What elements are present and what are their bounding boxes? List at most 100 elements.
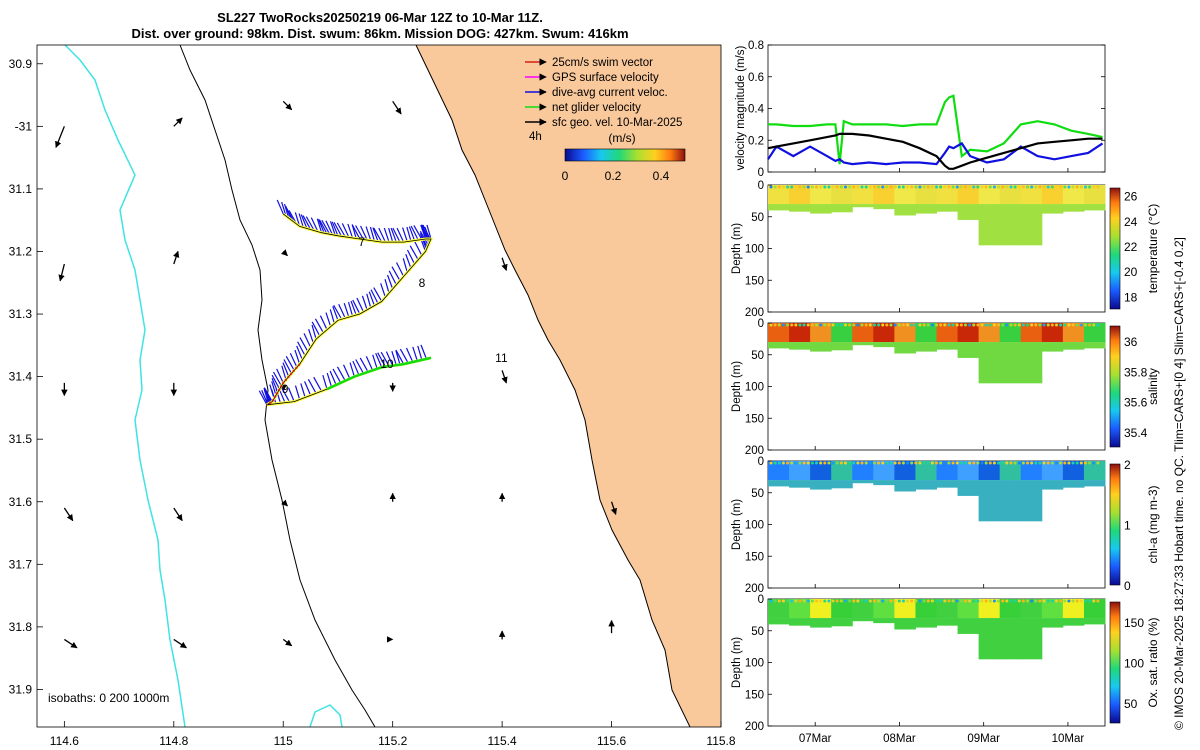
section-sample-dot [1046,461,1050,465]
current-vector [333,222,343,237]
section-sample-dot [786,185,790,189]
section-sample-dot [856,461,860,465]
section-colorbar [1109,325,1121,448]
section-cell-deep [789,204,811,212]
section-sample-dot [819,599,823,603]
current-vector [314,318,324,334]
legend-label: GPS surface velocity [552,72,659,84]
section-cell-deep [810,480,832,490]
geo-vector-arrow [501,370,508,384]
section-sample-dot [980,461,984,465]
section-sample-dot [1021,461,1025,465]
section-y-tick-label: 0 [758,180,764,192]
section-sample-dot [1005,599,1009,603]
section-sample-dot [881,185,885,189]
section-sample-dot [951,185,955,189]
section-sample-dot [885,461,889,465]
section-sample-dot [831,185,835,189]
section-cell-deep [852,204,874,208]
section-cell-deep [1020,480,1043,522]
section-sample-dot [1050,461,1054,465]
section-sample-dot [810,323,814,327]
section-sample-dot [951,461,955,465]
section-sample-dot [1088,599,1092,603]
section-sample-dot [910,599,914,603]
current-vector [372,227,379,242]
section-sample-dot [939,185,943,189]
section-cell-surface [936,323,959,343]
section-sample-dot [872,599,876,603]
section-sample-dot [980,599,984,603]
section-sample-dot [781,461,785,465]
section-sample-dot [1042,323,1046,327]
section-sample-dot [839,323,843,327]
section-sample-dot [773,185,777,189]
section-sample-dot [1092,323,1096,327]
current-vector [303,333,312,348]
section-cell-deep [873,204,895,210]
section-sample-dot [947,185,951,189]
section-cell-surface [831,323,853,343]
current-vector [405,253,412,269]
colorbar-tick-label: 0 [562,169,569,183]
section-sample-dot [1071,461,1075,465]
section-colorbar-tick-label: 150 [1124,616,1144,630]
section-cell-surface [768,599,790,619]
section-sample-dot [777,599,781,603]
section-sample-dot [1079,599,1083,603]
section-cell-deep [894,204,916,216]
section-cell-surface [999,599,1022,619]
current-vector [307,379,317,394]
interval-label: 4h [529,131,542,143]
section-colorbar-label: temperature (°C) [1146,204,1160,294]
current-vector [377,352,386,367]
current-vector [351,224,361,240]
section-cell-surface [1083,599,1106,619]
section-cell-deep [957,342,980,358]
velocity-ylabel: velocity magnitude (m/s) [735,46,747,171]
geo-vector-arrow [173,117,183,127]
current-vector [388,227,394,243]
section-cell-deep [978,618,1001,660]
section-sample-dot [843,461,847,465]
section-sample-dot [881,461,885,465]
section-sample-dot [955,185,959,189]
section-cell-surface [810,599,832,619]
section-sample-dot [972,185,976,189]
section-sample-dot [806,461,810,465]
current-vector [372,354,378,369]
current-vector [313,376,323,392]
map-panel: 7 8 9 10 11 114.6 114.8 115 115.2 115.4 115.6 115.… [9,44,736,748]
current-vector [369,226,376,242]
section-sample-dot [794,599,798,603]
section-sample-dot [889,461,893,465]
map-y-tick-label: 31.2 [9,244,33,258]
geo-vector-field [55,100,617,649]
time-tick-label: 10Mar [1052,733,1085,745]
current-vector [261,390,269,405]
section-sample-dot [893,323,897,327]
current-vector [304,381,312,396]
section-sample-dot [1096,461,1100,465]
section-sample-dot [852,461,856,465]
section-sample-dot [939,599,943,603]
section-colorbar-tick-label: 35.4 [1124,426,1148,440]
section-sample-dot [1021,323,1025,327]
section-cell-deep [1020,342,1043,384]
section-cell-surface [957,185,980,205]
map-x-tick-label: 115 [274,734,293,748]
current-vector [296,345,303,361]
current-vector [412,346,418,362]
map-x-axis: 114.6 114.8 115 115.2 115.4 115.6 115.8 [50,721,736,748]
section-cell-deep [936,480,959,488]
current-vector [289,352,298,368]
section-ylabel: Depth (m) [731,499,743,550]
section-sample-dot [959,185,963,189]
current-vector [271,381,277,396]
section-sample-dot [889,185,893,189]
current-vector [333,304,343,320]
section-ylabel: Depth (m) [731,637,743,688]
section-y-tick-label: 150 [745,413,764,425]
section-sample-dot [943,461,947,465]
